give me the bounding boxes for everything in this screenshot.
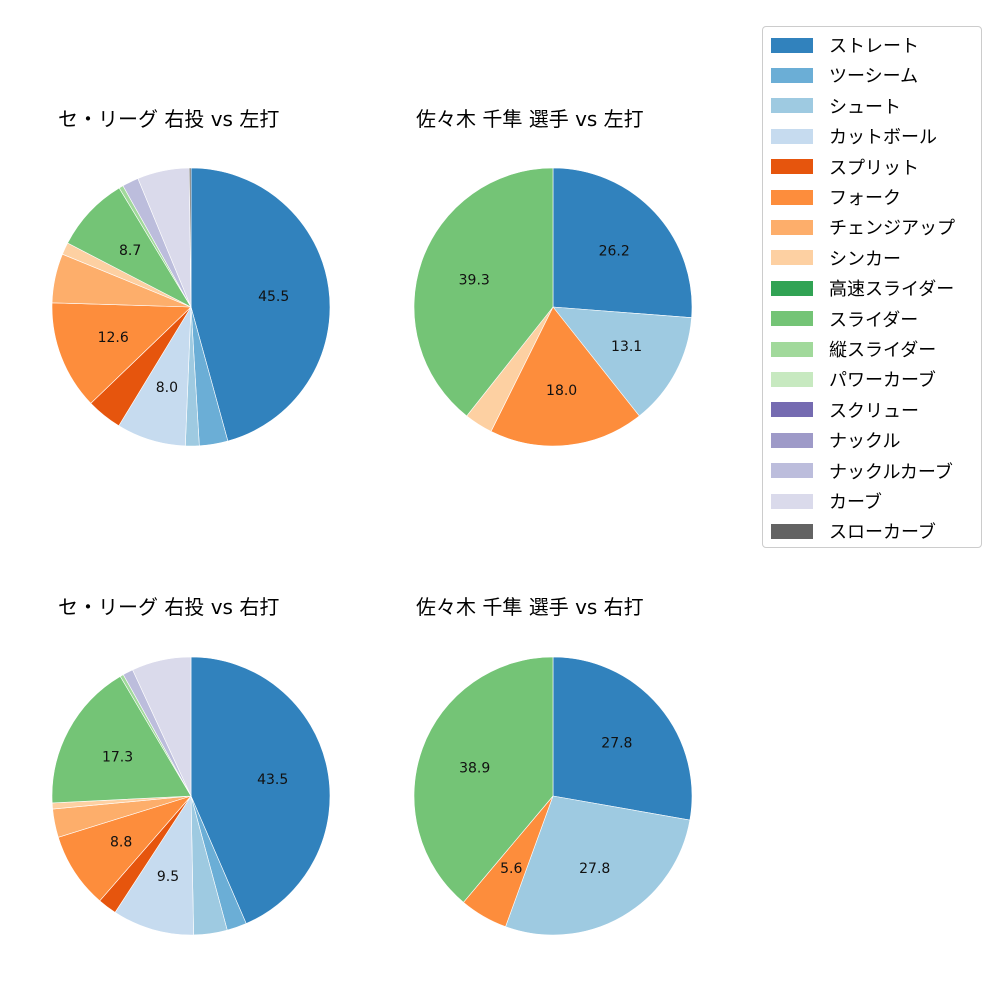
legend-label: ツーシーム xyxy=(829,66,919,88)
legend-label: パワーカーブ xyxy=(829,370,936,392)
legend-swatch xyxy=(771,280,813,296)
legend-label: シンカー xyxy=(829,248,901,270)
legend-item: スライダー xyxy=(771,307,918,331)
slice-percent-label: 43.5 xyxy=(257,772,288,788)
pie-slice xyxy=(552,656,693,821)
legend-item: ツーシーム xyxy=(771,63,918,87)
pie-slice xyxy=(490,306,640,447)
legend-label: 高速スライダー xyxy=(829,279,955,301)
legend-label: ナックル xyxy=(829,431,901,453)
pie-slice xyxy=(190,167,331,442)
legend-swatch xyxy=(771,371,813,387)
legend-item: スプリット xyxy=(771,155,919,179)
legend-swatch xyxy=(771,98,813,114)
slice-percent-label: 5.6 xyxy=(500,861,522,877)
chart-title-league-vs-right: セ・リーグ 右投 vs 右打 xyxy=(58,595,280,619)
legend-swatch xyxy=(771,311,813,327)
legend-label: ストレート xyxy=(829,36,919,57)
pie-slice xyxy=(188,167,192,308)
legend-label: ナックルカーブ xyxy=(829,461,953,483)
legend-item: シンカー xyxy=(771,246,901,270)
legend-swatch xyxy=(771,402,813,418)
slice-percent-label: 17.3 xyxy=(102,750,133,766)
slice-percent-label: 12.6 xyxy=(98,330,129,346)
pie-slice xyxy=(552,167,693,319)
slice-percent-label: 39.3 xyxy=(459,273,490,289)
slice-percent-label: 27.8 xyxy=(579,861,610,877)
slice-percent-label: 26.2 xyxy=(599,243,630,259)
legend-item: ナックル xyxy=(771,428,900,452)
legend-item: フォーク xyxy=(771,185,901,209)
pie-slice xyxy=(51,675,192,804)
pie-slice xyxy=(413,656,554,903)
legend-label: チェンジアップ xyxy=(829,218,955,240)
pie-slice xyxy=(132,656,192,797)
legend-label: スクリュー xyxy=(829,400,919,422)
legend-swatch xyxy=(771,432,813,448)
legend-item: ナックルカーブ xyxy=(771,459,953,483)
chart-title-player-vs-left: 佐々木 千隼 選手 vs 左打 xyxy=(416,107,644,131)
legend-swatch xyxy=(771,128,813,144)
legend-item: パワーカーブ xyxy=(771,367,936,391)
pie-slice xyxy=(552,306,692,417)
chart-title-league-vs-left: セ・リーグ 右投 vs 左打 xyxy=(58,107,280,131)
legend-label: フォーク xyxy=(829,188,901,209)
legend-label: スローカーブ xyxy=(829,522,936,544)
legend-swatch xyxy=(771,37,813,53)
legend-label: カットボール xyxy=(829,127,937,149)
legend-item: スクリュー xyxy=(771,398,919,422)
slice-percent-label: 45.5 xyxy=(258,289,289,305)
pie-slice xyxy=(51,302,192,404)
legend-label: カーブ xyxy=(829,492,882,513)
pie-slice xyxy=(114,795,194,936)
legend-swatch xyxy=(771,523,813,539)
legend-label: スプリット xyxy=(829,157,919,179)
legend-item: シュート xyxy=(771,94,901,118)
legend-swatch xyxy=(771,67,813,83)
slice-percent-label: 27.8 xyxy=(601,735,632,751)
legend-label: シュート xyxy=(829,96,901,118)
legend-swatch xyxy=(771,159,813,175)
legend-item: カットボール xyxy=(771,124,937,148)
pie-slice xyxy=(190,656,331,924)
pie-slice xyxy=(413,167,554,417)
legend-item: 縦スライダー xyxy=(771,337,936,361)
slice-percent-label: 8.0 xyxy=(156,380,178,396)
legend-swatch xyxy=(771,341,813,357)
chart-title-player-vs-right: 佐々木 千隼 選手 vs 右打 xyxy=(416,595,644,619)
legend-swatch xyxy=(771,189,813,205)
legend-item: カーブ xyxy=(771,489,882,513)
legend-item: ストレート xyxy=(771,33,919,57)
legend-label: スライダー xyxy=(829,309,919,331)
pie-slice xyxy=(505,795,691,936)
legend-swatch xyxy=(771,493,813,509)
slice-percent-label: 8.8 xyxy=(110,835,132,851)
slice-percent-label: 13.1 xyxy=(611,339,642,355)
legend-item: 高速スライダー xyxy=(771,276,954,300)
slice-percent-label: 8.7 xyxy=(119,243,141,259)
legend: ストレートツーシームシュートカットボール スプリットフォークチェンジアップ シンカー… xyxy=(762,26,982,548)
legend-item: チェンジアップ xyxy=(771,215,955,239)
slice-percent-label: 18.0 xyxy=(546,383,577,399)
legend-label: 縦スライダー xyxy=(829,340,937,361)
legend-swatch xyxy=(771,250,813,266)
legend-swatch xyxy=(771,219,813,235)
slice-percent-label: 38.9 xyxy=(459,760,490,776)
legend-swatch xyxy=(771,463,813,479)
slice-percent-label: 9.5 xyxy=(157,869,179,885)
legend-item: スローカーブ xyxy=(771,519,936,543)
